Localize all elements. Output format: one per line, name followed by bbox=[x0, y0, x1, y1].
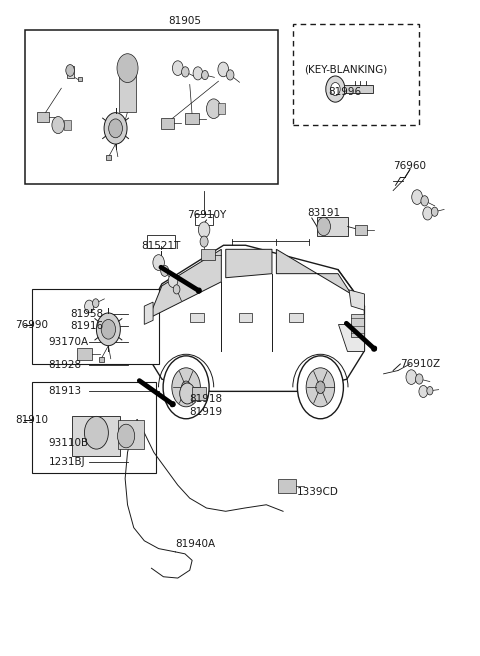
Circle shape bbox=[84, 300, 94, 313]
Circle shape bbox=[421, 195, 428, 206]
Circle shape bbox=[172, 61, 183, 75]
Polygon shape bbox=[149, 249, 221, 318]
Circle shape bbox=[117, 54, 138, 83]
Polygon shape bbox=[217, 104, 225, 114]
Circle shape bbox=[172, 368, 200, 407]
Bar bbox=[160, 117, 174, 129]
Bar bbox=[239, 313, 252, 322]
Circle shape bbox=[326, 76, 345, 102]
Circle shape bbox=[218, 62, 228, 77]
Circle shape bbox=[423, 207, 432, 220]
Circle shape bbox=[193, 67, 203, 80]
Polygon shape bbox=[226, 249, 272, 277]
Circle shape bbox=[331, 83, 340, 96]
Polygon shape bbox=[349, 290, 364, 310]
Polygon shape bbox=[317, 216, 348, 236]
Text: 81913: 81913 bbox=[48, 386, 82, 396]
Bar bbox=[118, 420, 144, 449]
Text: 93170A: 93170A bbox=[48, 337, 89, 348]
Bar bbox=[32, 289, 158, 364]
Polygon shape bbox=[64, 121, 71, 130]
Circle shape bbox=[202, 70, 208, 79]
Polygon shape bbox=[144, 302, 153, 325]
Bar bbox=[99, 357, 104, 362]
Text: 81919: 81919 bbox=[190, 407, 223, 417]
Text: 76910Y: 76910Y bbox=[187, 210, 226, 220]
Text: 76990: 76990 bbox=[15, 319, 48, 330]
Circle shape bbox=[416, 374, 423, 384]
Bar bbox=[36, 112, 49, 122]
Circle shape bbox=[206, 99, 221, 119]
Text: 83191: 83191 bbox=[307, 208, 340, 218]
Circle shape bbox=[101, 319, 116, 339]
Circle shape bbox=[306, 368, 335, 407]
Text: 81940A: 81940A bbox=[175, 539, 216, 549]
Circle shape bbox=[432, 207, 438, 216]
Circle shape bbox=[104, 113, 127, 144]
Circle shape bbox=[406, 370, 417, 384]
Text: 81918: 81918 bbox=[190, 394, 223, 403]
Bar bbox=[355, 225, 367, 235]
Bar bbox=[344, 85, 372, 93]
Circle shape bbox=[52, 117, 64, 134]
Text: (KEY-BLANKING): (KEY-BLANKING) bbox=[304, 64, 387, 74]
Text: 93110B: 93110B bbox=[48, 438, 89, 447]
Polygon shape bbox=[192, 387, 205, 400]
Bar bbox=[72, 417, 120, 456]
Text: 81905: 81905 bbox=[168, 16, 202, 26]
Bar bbox=[191, 313, 204, 322]
Circle shape bbox=[298, 356, 343, 419]
Circle shape bbox=[180, 383, 195, 404]
Circle shape bbox=[227, 70, 234, 80]
Circle shape bbox=[317, 217, 330, 236]
Text: 81916: 81916 bbox=[70, 321, 103, 331]
Circle shape bbox=[181, 67, 189, 77]
Circle shape bbox=[427, 386, 433, 395]
Circle shape bbox=[419, 386, 428, 398]
Text: 81996: 81996 bbox=[329, 87, 362, 97]
Circle shape bbox=[108, 119, 122, 138]
Bar bbox=[293, 24, 420, 125]
Bar bbox=[67, 66, 73, 78]
Circle shape bbox=[161, 266, 169, 276]
Text: 1231BJ: 1231BJ bbox=[48, 457, 85, 467]
Bar bbox=[24, 30, 278, 184]
Circle shape bbox=[163, 356, 209, 419]
Circle shape bbox=[96, 313, 120, 346]
Bar bbox=[195, 214, 213, 224]
Bar bbox=[201, 249, 215, 260]
Text: 81928: 81928 bbox=[48, 360, 82, 371]
Circle shape bbox=[93, 298, 99, 308]
Circle shape bbox=[200, 236, 208, 247]
Bar bbox=[147, 235, 175, 248]
Text: 81958: 81958 bbox=[70, 308, 103, 319]
Polygon shape bbox=[338, 325, 364, 351]
Circle shape bbox=[181, 381, 191, 394]
Circle shape bbox=[168, 274, 178, 287]
Bar bbox=[278, 480, 296, 493]
Circle shape bbox=[66, 64, 74, 76]
Text: 81521T: 81521T bbox=[141, 241, 180, 251]
Text: 81910: 81910 bbox=[15, 415, 48, 424]
Polygon shape bbox=[144, 245, 364, 392]
Bar bbox=[32, 382, 156, 474]
Bar bbox=[119, 73, 136, 112]
Circle shape bbox=[316, 381, 325, 394]
Circle shape bbox=[84, 417, 108, 449]
Bar bbox=[77, 348, 92, 360]
Text: 1339CD: 1339CD bbox=[297, 487, 338, 497]
Bar bbox=[185, 113, 199, 124]
Bar bbox=[78, 77, 82, 81]
Circle shape bbox=[118, 424, 135, 448]
Bar bbox=[107, 155, 111, 160]
Text: 76960: 76960 bbox=[394, 161, 426, 171]
Text: 76910Z: 76910Z bbox=[400, 359, 441, 369]
Circle shape bbox=[412, 190, 422, 205]
Circle shape bbox=[198, 222, 210, 237]
Circle shape bbox=[173, 285, 180, 294]
Polygon shape bbox=[276, 249, 351, 294]
Polygon shape bbox=[351, 314, 364, 337]
Bar bbox=[289, 313, 303, 322]
Circle shape bbox=[153, 255, 164, 270]
